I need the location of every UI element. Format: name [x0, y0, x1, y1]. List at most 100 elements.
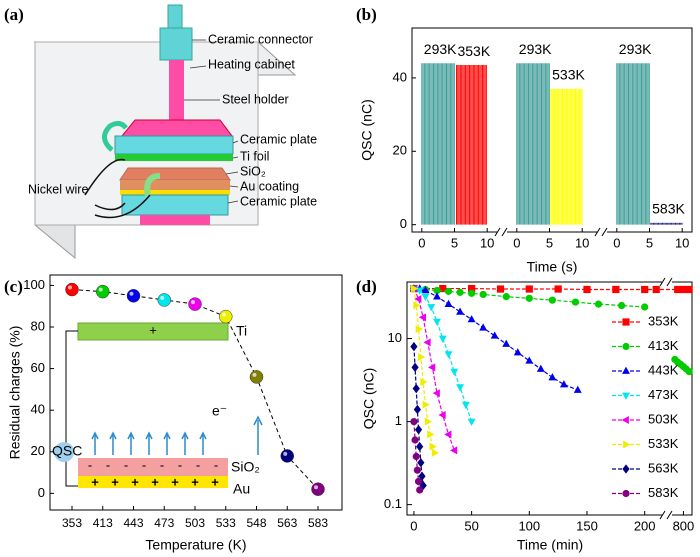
point [433, 318, 441, 326]
series-line [413, 288, 473, 422]
panel-label: (c) [4, 277, 23, 296]
legend-label: 583K [648, 485, 679, 500]
point [438, 335, 447, 343]
point [419, 480, 427, 491]
panel-a: (a) Ceramic connector Heating cabinet St… [4, 4, 317, 260]
annotation: - [214, 457, 218, 472]
legend-label: 413K [648, 338, 679, 353]
trend-line [71, 289, 319, 490]
au-coating [120, 190, 230, 195]
point [467, 315, 476, 323]
legend-marker [622, 489, 630, 498]
axis-break [497, 228, 507, 236]
electron-arrow [145, 431, 153, 455]
axis-break [494, 227, 508, 237]
point [444, 287, 453, 295]
x-tick-label: 443 [123, 516, 143, 530]
annotation: Ti [236, 323, 247, 339]
point [479, 290, 487, 299]
series-label: 293K [519, 41, 552, 57]
point [450, 368, 459, 376]
annotation: - [196, 457, 200, 472]
x-tick-label: 0 [418, 235, 425, 250]
plot-frame [411, 27, 693, 233]
x-tick-label: 0 [613, 235, 620, 250]
legend-marker [622, 366, 630, 374]
annotation: Au [233, 481, 250, 497]
annotation: + [191, 474, 199, 489]
point [502, 339, 511, 347]
y-tick-label: 40 [31, 402, 45, 417]
x-tick-label: 10 [480, 235, 494, 250]
annotation: + [131, 474, 139, 489]
x-tick-label: 100 [518, 518, 540, 533]
point [467, 418, 476, 426]
point [188, 297, 202, 311]
series-line [413, 287, 578, 391]
point-highlight [283, 451, 288, 456]
annotation: + [211, 474, 219, 489]
point [433, 292, 441, 300]
sio2-layer [119, 167, 231, 181]
electron-arrow [109, 431, 117, 455]
point [496, 285, 505, 293]
ceramic-plate-top [114, 135, 234, 155]
x-tick-label: 563 [277, 516, 297, 530]
x-tick-label: 413 [93, 516, 113, 530]
axis-break [662, 511, 672, 519]
point [421, 293, 430, 301]
legend-label: 443K [648, 362, 679, 377]
x-tick-label: 800 [673, 518, 695, 533]
x-tick-label: 10 [575, 235, 589, 250]
series-line [413, 346, 424, 486]
legend-marker [622, 464, 630, 474]
point [548, 296, 556, 304]
point [411, 436, 419, 444]
y-tick-label: 1 [395, 413, 402, 428]
annotation: - [160, 457, 164, 472]
point [641, 285, 649, 294]
x-tick-label: 10 [675, 235, 689, 250]
axis-break [597, 228, 607, 236]
point [468, 289, 476, 297]
x-tick-label: 533 [216, 516, 236, 530]
diagram-label: Ti foil [240, 149, 269, 163]
point [548, 373, 557, 381]
diagram-label: Ceramic plate [240, 194, 317, 208]
x-tick-label: 353 [62, 516, 82, 530]
steel-rod [169, 60, 184, 126]
point [431, 448, 440, 457]
x-tick-label: 50 [464, 518, 478, 533]
x-tick-label: 5 [451, 235, 458, 250]
connector-stick [167, 4, 183, 31]
point [573, 385, 582, 393]
x-axis-label: Time (s) [527, 259, 578, 275]
axis-break [659, 277, 673, 287]
diagram-label: Au coating [240, 179, 299, 193]
legend-marker [622, 392, 630, 400]
point [412, 383, 420, 394]
plot-frame [49, 274, 343, 511]
point [412, 452, 420, 461]
point [410, 417, 418, 426]
point [468, 284, 476, 293]
point [456, 288, 464, 296]
clip [102, 120, 128, 152]
point [413, 466, 421, 474]
axis-break [659, 510, 673, 520]
annotation: SiO₂ [231, 459, 260, 475]
legend-marker [622, 342, 630, 351]
point [423, 338, 431, 347]
x-tick-label: 0 [513, 235, 520, 250]
annotation: - [106, 457, 110, 472]
point [280, 449, 294, 463]
x-axis-label: Temperature (K) [145, 537, 246, 553]
charge-circle [54, 442, 74, 462]
point [554, 285, 562, 293]
series-label: 293K [619, 41, 652, 57]
point [413, 404, 421, 415]
annotation: QSC [52, 443, 82, 459]
annotation: + [111, 474, 119, 489]
point [410, 341, 418, 352]
